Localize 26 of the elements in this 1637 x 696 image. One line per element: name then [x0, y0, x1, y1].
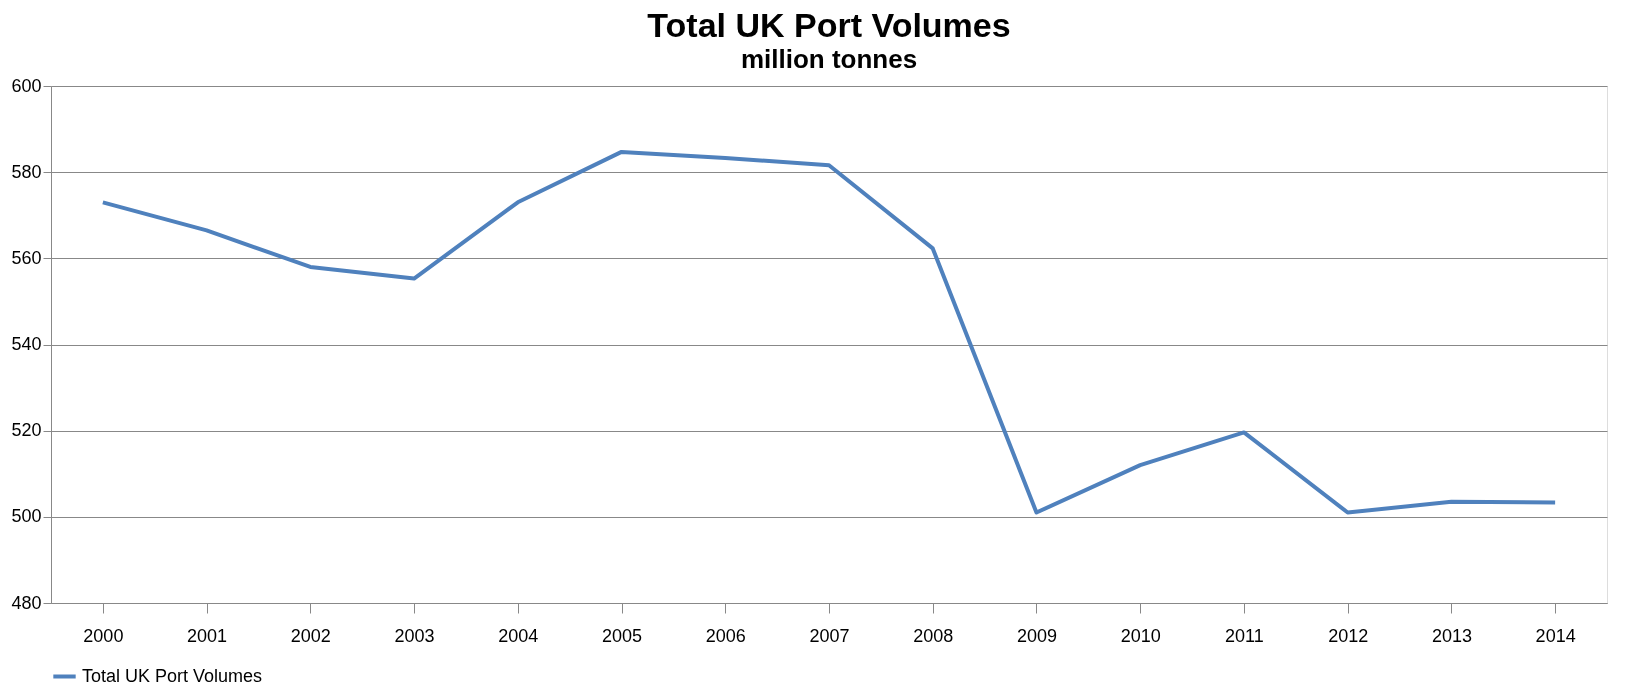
y-tick-label: 600 [11, 75, 42, 96]
x-tick-label: 2012 [1328, 625, 1369, 646]
x-tick-label: 2013 [1431, 625, 1472, 646]
x-tick-label: 2009 [1016, 625, 1057, 646]
x-tick-label: 2000 [83, 625, 124, 646]
x-tick-label: 2010 [1120, 625, 1161, 646]
x-tick-label: 2007 [809, 625, 850, 646]
x-tick-label: 2014 [1535, 625, 1576, 646]
y-tick-label: 560 [11, 247, 42, 268]
x-tick-label: 2003 [394, 625, 435, 646]
y-tick-label: 540 [11, 334, 42, 354]
legend-label: Total UK Port Volumes [82, 665, 263, 686]
x-tick-label: 2006 [705, 625, 746, 646]
y-tick-label: 580 [11, 161, 42, 182]
line-series [100, 149, 1558, 515]
chart-subtitle: million tonnes [740, 44, 918, 74]
x-tick-label: 2002 [290, 625, 331, 646]
x-tick-label: 2004 [498, 625, 539, 646]
x-tick-label: 2008 [913, 625, 954, 646]
y-tick-label: 500 [11, 506, 42, 527]
y-tick-label: 520 [11, 420, 42, 441]
x-tick-label: 2005 [602, 625, 643, 646]
chart-title: Total UK Port Volumes [647, 6, 1011, 44]
x-tick-label: 2011 [1225, 625, 1264, 646]
y-tick-label: 480 [11, 592, 42, 613]
x-tick-label: 2001 [187, 625, 228, 646]
